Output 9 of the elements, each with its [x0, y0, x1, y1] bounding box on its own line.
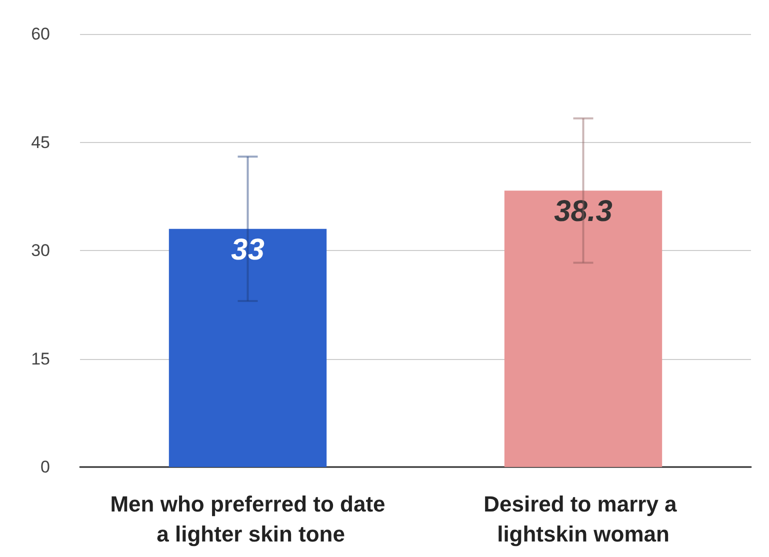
y-tick-label: 30	[31, 241, 50, 260]
x-tick-label: Desired to marry a lightskin woman	[484, 492, 683, 546]
y-tick-label: 60	[31, 24, 50, 44]
data-label: 33	[231, 233, 265, 266]
y-tick-label: 15	[31, 349, 50, 368]
y-tick-label: 0	[40, 458, 50, 476]
x-tick-label: Men who preferred to date a lighter skin tone	[110, 492, 386, 546]
data-label: 38.3	[554, 195, 613, 228]
y-tick-label: 45	[31, 132, 50, 152]
